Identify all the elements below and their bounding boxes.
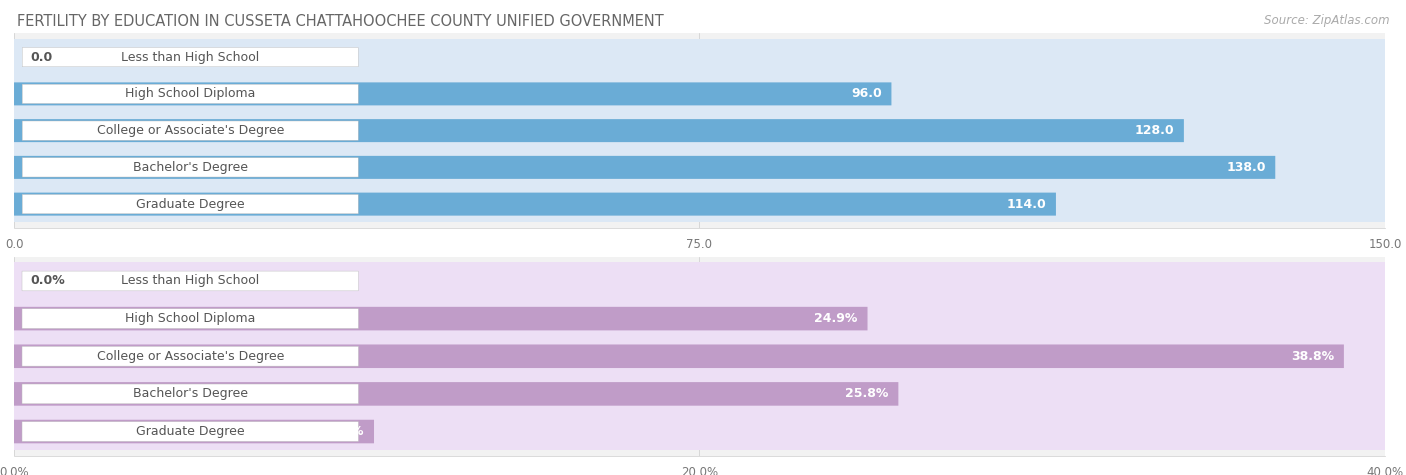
FancyBboxPatch shape xyxy=(14,119,1184,142)
FancyBboxPatch shape xyxy=(22,158,359,177)
FancyBboxPatch shape xyxy=(22,309,359,329)
FancyBboxPatch shape xyxy=(14,382,898,406)
Text: Graduate Degree: Graduate Degree xyxy=(136,198,245,210)
Text: Source: ZipAtlas.com: Source: ZipAtlas.com xyxy=(1264,14,1389,27)
Text: 10.5%: 10.5% xyxy=(321,425,364,438)
FancyBboxPatch shape xyxy=(14,420,374,443)
FancyBboxPatch shape xyxy=(14,76,1385,112)
FancyBboxPatch shape xyxy=(22,346,359,366)
FancyBboxPatch shape xyxy=(14,307,868,331)
Text: High School Diploma: High School Diploma xyxy=(125,87,256,100)
FancyBboxPatch shape xyxy=(22,84,359,104)
FancyBboxPatch shape xyxy=(22,271,359,291)
Text: High School Diploma: High School Diploma xyxy=(125,312,256,325)
FancyBboxPatch shape xyxy=(22,384,359,404)
Text: Less than High School: Less than High School xyxy=(121,275,259,287)
Text: Bachelor's Degree: Bachelor's Degree xyxy=(132,161,247,174)
Text: College or Associate's Degree: College or Associate's Degree xyxy=(97,124,284,137)
FancyBboxPatch shape xyxy=(14,186,1385,222)
Text: 96.0: 96.0 xyxy=(851,87,882,100)
FancyBboxPatch shape xyxy=(14,149,1385,186)
Text: Less than High School: Less than High School xyxy=(121,51,259,64)
Text: 0.0%: 0.0% xyxy=(31,275,65,287)
FancyBboxPatch shape xyxy=(14,375,1385,413)
Text: 0.0: 0.0 xyxy=(31,51,53,64)
FancyBboxPatch shape xyxy=(14,344,1344,368)
FancyBboxPatch shape xyxy=(14,39,1385,76)
Text: 25.8%: 25.8% xyxy=(845,388,889,400)
Text: 128.0: 128.0 xyxy=(1135,124,1174,137)
Text: College or Associate's Degree: College or Associate's Degree xyxy=(97,350,284,363)
Text: FERTILITY BY EDUCATION IN CUSSETA CHATTAHOOCHEE COUNTY UNIFIED GOVERNMENT: FERTILITY BY EDUCATION IN CUSSETA CHATTA… xyxy=(17,14,664,29)
Text: 24.9%: 24.9% xyxy=(814,312,858,325)
Text: 114.0: 114.0 xyxy=(1007,198,1046,210)
FancyBboxPatch shape xyxy=(14,82,891,105)
Text: 38.8%: 38.8% xyxy=(1291,350,1334,363)
FancyBboxPatch shape xyxy=(14,112,1385,149)
FancyBboxPatch shape xyxy=(14,262,1385,300)
FancyBboxPatch shape xyxy=(14,300,1385,337)
FancyBboxPatch shape xyxy=(14,413,1385,450)
FancyBboxPatch shape xyxy=(22,121,359,140)
Text: 138.0: 138.0 xyxy=(1226,161,1265,174)
FancyBboxPatch shape xyxy=(22,422,359,441)
Text: Graduate Degree: Graduate Degree xyxy=(136,425,245,438)
FancyBboxPatch shape xyxy=(22,48,359,67)
Text: Bachelor's Degree: Bachelor's Degree xyxy=(132,388,247,400)
FancyBboxPatch shape xyxy=(14,193,1056,216)
FancyBboxPatch shape xyxy=(14,156,1275,179)
FancyBboxPatch shape xyxy=(14,337,1385,375)
FancyBboxPatch shape xyxy=(22,194,359,214)
